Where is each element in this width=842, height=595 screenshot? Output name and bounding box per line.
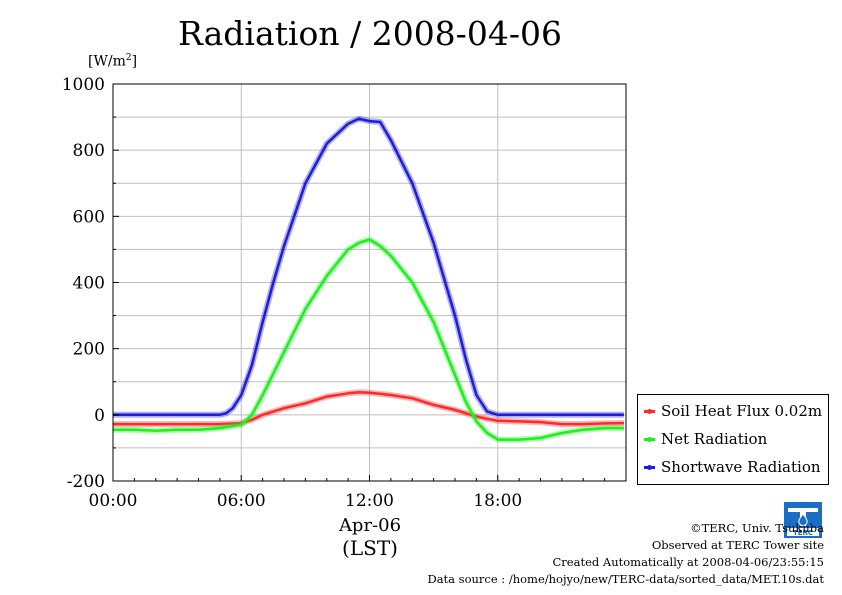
legend-swatch-net [644,436,655,442]
legend-item-net: Net Radiation [644,428,767,450]
series-net-radiation [113,238,624,441]
series-net-radiation-halo [113,236,624,443]
chart-title: Radiation / 2008-04-06 [178,14,562,53]
legend-item-shortwave: Shortwave Radiation [644,456,821,478]
series-lines [113,115,624,443]
credit-created: Created Automatically at 2008-04-06/23:5… [552,555,825,569]
legend-label-soil: Soil Heat Flux 0.02m [661,402,823,420]
credits: ©TERC, Univ. Tsukuba Observed at TERC To… [427,520,824,588]
series-shortwave-radiation-halo [113,115,624,418]
y-tick-label: -200 [67,472,105,492]
x-tick-label: 18:00 [473,491,522,511]
x-tick-label: 12:00 [345,491,394,511]
credit-copyright: ©TERC, Univ. Tsukuba [690,521,824,535]
legend-item-soil: Soil Heat Flux 0.02m [644,400,822,422]
credit-source: Data source : /home/hojyo/new/TERC-data/… [427,572,824,586]
y-axis-ticks: -200 0 200 400 600 800 1000 [62,75,119,492]
logo-text: TERC [793,529,813,537]
legend-label-shortwave: Shortwave Radiation [661,458,821,476]
series-soil-heat-flux-halo [113,389,624,428]
x-tick-label: 06:00 [217,491,266,511]
series-shortwave-radiation [113,117,624,417]
y-tick-label: 400 [73,274,105,294]
x-axis-ticks: 00:00 06:00 12:00 18:00 [89,475,627,511]
series-soil-heat-flux [113,391,624,426]
credit-observed: Observed at TERC Tower site [651,538,824,552]
legend-swatch-shortwave [644,464,655,470]
y-tick-label: 600 [73,207,105,227]
y-tick-label: 1000 [62,75,105,95]
y-tick-label: 200 [73,340,105,360]
legend-label-net: Net Radiation [661,430,768,448]
x-tick-label: 00:00 [89,491,138,511]
x-axis-date-label: Apr-06 [338,515,402,536]
x-axis-timezone-label: (LST) [342,536,398,560]
y-tick-label: 0 [94,406,105,426]
y-tick-label: 800 [73,141,105,161]
legend: Soil Heat Flux 0.02m Net Radiation Short… [637,394,829,485]
terc-logo-icon: TERC [784,502,822,538]
legend-swatch-soil [644,408,655,414]
y-axis-unit: [W/m2] [88,53,138,70]
grid-lines [113,84,626,481]
